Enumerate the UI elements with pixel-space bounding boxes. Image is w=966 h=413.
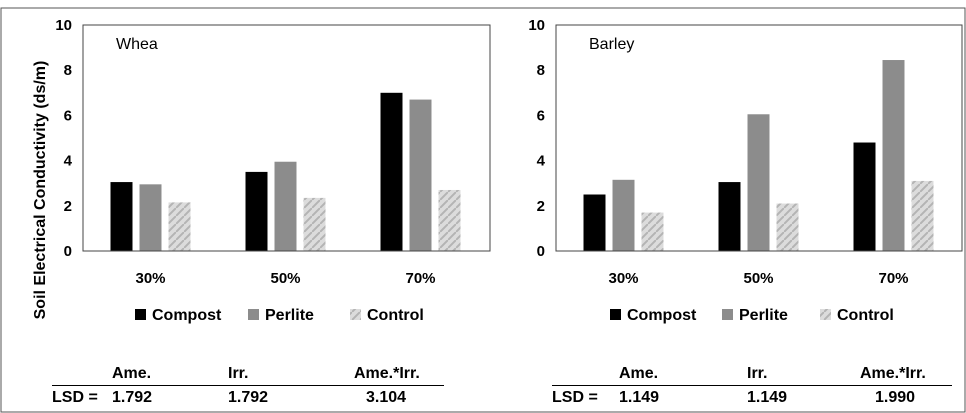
- legend-label-control: Control: [367, 307, 424, 324]
- bar-control-50pct: [303, 197, 326, 251]
- bar-control-50pct: [776, 203, 799, 251]
- lsd-value-ame: 1.792: [112, 389, 153, 406]
- x-tick-label: 50%: [270, 270, 300, 287]
- legend-swatch-perlite: [722, 309, 733, 320]
- panel-title: Barley: [589, 36, 634, 53]
- x-tick-label: 30%: [608, 270, 638, 287]
- bar-control-30pct: [168, 202, 191, 251]
- lsd-header-ame-irr: Ame.*Irr.: [860, 365, 926, 382]
- panel-barley: 0 2 4 6 8 10 30% 50% 70% Barley Compost Perlite Cont…: [528, 17, 963, 324]
- bar-compost-50pct: [718, 182, 741, 251]
- lsd-rule: [52, 385, 444, 386]
- bar-perlite-30pct: [139, 184, 162, 251]
- legend-swatch-compost: [135, 309, 146, 320]
- bar-perlite-70pct: [882, 60, 905, 251]
- y-tick-label: 6: [537, 107, 545, 124]
- legend-label-control: Control: [837, 307, 894, 324]
- bar-compost-30pct: [583, 194, 606, 251]
- y-tick-label: 10: [528, 17, 545, 34]
- legend-swatch-control: [350, 309, 361, 320]
- x-tick-label: 30%: [135, 270, 165, 287]
- panel-wheat: 0 2 4 6 8 10 30% 50% 70% Whea Compost Perlite Contro…: [55, 17, 491, 324]
- lsd-rule: [552, 385, 952, 386]
- bar-perlite-30pct: [612, 179, 635, 251]
- y-tick-label: 8: [537, 62, 545, 79]
- y-tick-label: 0: [537, 243, 545, 260]
- bar-perlite-50pct: [274, 161, 297, 251]
- bar-control-70pct: [438, 189, 461, 251]
- bar-compost-70pct: [380, 92, 403, 251]
- bar-perlite-70pct: [409, 99, 432, 251]
- y-tick-label: 4: [537, 153, 546, 170]
- lsd-value-ame: 1.149: [619, 389, 660, 406]
- x-tick-label: 70%: [878, 270, 908, 287]
- bar-compost-50pct: [245, 171, 268, 251]
- x-tick-label: 70%: [405, 270, 435, 287]
- lsd-table-barley: Ame. Irr. Ame.*Irr. LSD = 1.149 1.149 1.…: [552, 365, 952, 409]
- bar-compost-70pct: [853, 142, 876, 251]
- lsd-table-wheat: Ame. Irr. Ame.*Irr. LSD = 1.792 1.792 3.…: [52, 365, 452, 409]
- bar-control-70pct: [911, 180, 934, 251]
- lsd-value-ame-irr: 1.990: [875, 389, 916, 406]
- y-tick-label: 6: [64, 107, 72, 124]
- legend-label-perlite: Perlite: [739, 307, 788, 324]
- lsd-value-ame-irr: 3.104: [366, 389, 407, 406]
- lsd-value-irr: 1.792: [228, 389, 269, 406]
- lsd-header-ame: Ame.: [112, 365, 152, 382]
- panel-title: Whea: [116, 36, 158, 53]
- lsd-header-irr: Irr.: [747, 365, 768, 382]
- figure-frame: [0, 7, 966, 413]
- lsd-header-ame: Ame.: [619, 365, 659, 382]
- bar-compost-30pct: [110, 182, 133, 251]
- y-tick-label: 8: [64, 62, 72, 79]
- legend-swatch-perlite: [248, 309, 259, 320]
- legend-label-compost: Compost: [627, 307, 697, 324]
- y-tick-label: 10: [55, 17, 72, 34]
- y-tick-label: 2: [64, 198, 72, 215]
- lsd-header-irr: Irr.: [228, 365, 249, 382]
- lsd-header-ame-irr: Ame.*Irr.: [354, 365, 420, 382]
- lsd-label: LSD =: [552, 389, 598, 406]
- legend-swatch-compost: [610, 309, 621, 320]
- legend-swatch-control: [820, 309, 831, 320]
- y-tick-label: 0: [64, 243, 72, 260]
- legend-label-perlite: Perlite: [265, 307, 314, 324]
- lsd-label: LSD =: [52, 389, 98, 406]
- legend-label-compost: Compost: [152, 307, 222, 324]
- bar-control-30pct: [641, 212, 664, 251]
- y-axis-label: Soil Electrical Conductivity (ds/m): [32, 61, 49, 320]
- x-tick-label: 50%: [743, 270, 773, 287]
- lsd-value-irr: 1.149: [747, 389, 788, 406]
- bar-perlite-50pct: [747, 114, 770, 252]
- y-tick-label: 2: [537, 198, 545, 215]
- y-tick-label: 4: [64, 153, 73, 170]
